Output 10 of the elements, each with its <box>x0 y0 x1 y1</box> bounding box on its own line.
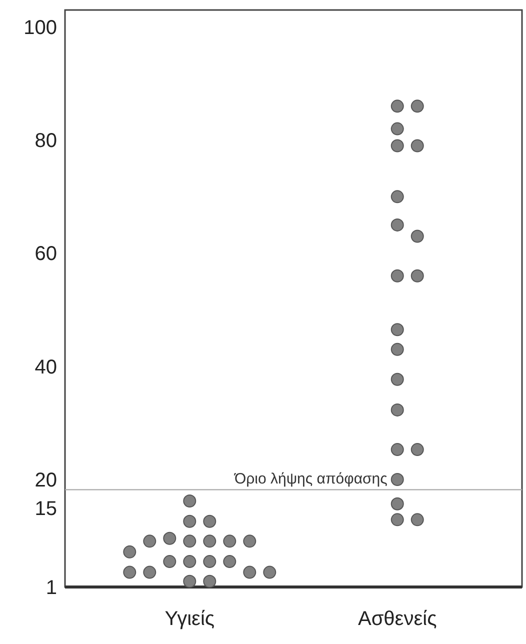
y-tick-label: 40 <box>34 356 57 378</box>
y-tick-label: 20 <box>34 470 57 492</box>
y-tick-label: 15 <box>34 498 57 520</box>
x-tick-label: Υγιείς <box>164 608 215 630</box>
y-tick-label: 80 <box>34 130 57 152</box>
y-tick-label: 60 <box>34 243 57 266</box>
x-tick-label: Ασθενείς <box>358 608 438 630</box>
y-tick-label: 100 <box>24 16 57 39</box>
y-tick-label: 1 <box>46 577 57 599</box>
ref-line-label: Όριο λήψης απόφασης <box>234 470 388 488</box>
